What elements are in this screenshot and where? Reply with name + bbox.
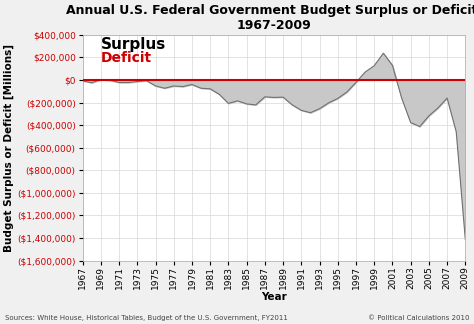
X-axis label: Year: Year bbox=[261, 292, 287, 302]
Text: Deficit: Deficit bbox=[101, 52, 152, 65]
Text: Sources: White House, Historical Tables, Budget of the U.S. Government, FY2011: Sources: White House, Historical Tables,… bbox=[5, 315, 288, 321]
Text: © Political Calculations 2010: © Political Calculations 2010 bbox=[368, 315, 469, 321]
Title: Annual U.S. Federal Government Budget Surplus or Deficit,
1967-2009: Annual U.S. Federal Government Budget Su… bbox=[66, 4, 474, 32]
Y-axis label: Budget Surplus or Deficit [Millions]: Budget Surplus or Deficit [Millions] bbox=[4, 44, 14, 252]
Text: Surplus: Surplus bbox=[101, 37, 166, 52]
